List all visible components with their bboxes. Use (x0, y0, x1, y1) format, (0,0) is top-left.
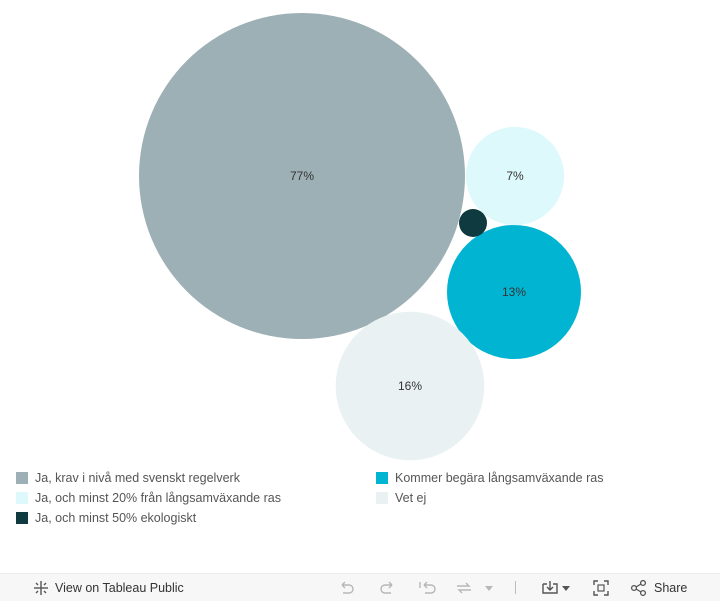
bubble-chart: 77% 13% 7% 16% (139, 13, 581, 461)
share-label: Share (654, 580, 688, 595)
legend-item-ekologiskt[interactable]: Ja, och minst 50% ekologiskt (16, 510, 196, 526)
toolbar-divider (515, 581, 516, 594)
undo-button[interactable] (338, 574, 356, 601)
legend-swatch (376, 472, 388, 484)
bubble-20-procent[interactable] (465, 126, 565, 226)
fullscreen-icon (592, 579, 610, 597)
legend-swatch (16, 472, 28, 484)
legend-label: Ja, krav i nivå med svenskt regelverk (35, 471, 240, 485)
refresh-icon (454, 580, 474, 596)
refresh-button[interactable] (454, 574, 474, 601)
bubble-value-label: 16% (398, 379, 422, 393)
bubble-value-label: 7% (506, 169, 524, 183)
fullscreen-button[interactable] (592, 574, 610, 601)
legend: Ja, krav i nivå med svenskt regelverk Ja… (0, 468, 720, 530)
revert-icon (418, 580, 438, 596)
legend-swatch (376, 492, 388, 504)
legend-label: Ja, och minst 50% ekologiskt (35, 511, 197, 525)
legend-label: Vet ej (395, 491, 427, 505)
legend-swatch (16, 492, 28, 504)
legend-label: Kommer begära långsamväxande ras (395, 471, 604, 485)
redo-button[interactable] (378, 574, 396, 601)
legend-item-kommer-begara[interactable]: Kommer begära långsamväxande ras (376, 470, 603, 486)
bubble-kommer-begara[interactable] (447, 225, 581, 359)
bubble-regelverk[interactable] (139, 13, 465, 339)
bubbles-group: 77% 13% 7% 16% (139, 13, 581, 461)
chevron-down-icon (484, 583, 494, 593)
redo-icon (378, 580, 396, 596)
legend-swatch (16, 512, 28, 524)
undo-icon (338, 580, 356, 596)
share-icon (630, 579, 648, 596)
revert-button[interactable] (418, 574, 438, 601)
download-icon (541, 580, 571, 596)
legend-item-vet-ej[interactable]: Vet ej (376, 490, 426, 506)
share-button[interactable]: Share (630, 574, 687, 601)
legend-item-regelverk[interactable]: Ja, krav i nivå med svenskt regelverk (16, 470, 240, 486)
tableau-toolbar: View on Tableau Public (0, 573, 720, 601)
download-button[interactable] (541, 574, 571, 601)
bubble-ekologiskt[interactable] (459, 209, 487, 237)
bubble-vet-ej[interactable] (335, 311, 485, 461)
view-on-tableau-public-link[interactable]: View on Tableau Public (33, 574, 184, 601)
tableau-logo-icon (33, 580, 49, 596)
bubble-value-label: 77% (290, 169, 314, 183)
view-on-tableau-public-label: View on Tableau Public (55, 580, 184, 595)
bubble-value-label: 13% (502, 285, 526, 299)
refresh-options-button[interactable] (484, 574, 494, 601)
legend-label: Ja, och minst 20% från långsamväxande ra… (35, 491, 281, 505)
legend-item-20-procent[interactable]: Ja, och minst 20% från långsamväxande ra… (16, 490, 281, 506)
